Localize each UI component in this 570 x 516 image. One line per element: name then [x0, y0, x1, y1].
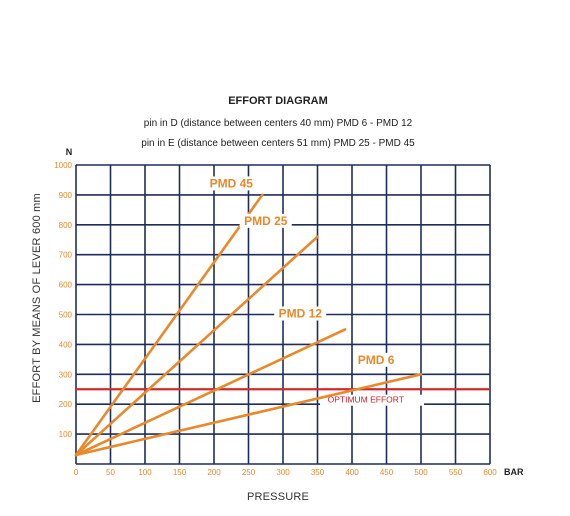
series-label-bg — [354, 352, 399, 367]
x-tick-label: 500 — [414, 468, 428, 477]
optimum-effort-label: OPTIMUM EFFORT — [328, 395, 404, 405]
y-tick-label: 500 — [59, 311, 73, 320]
series-line-pmd-6 — [74, 372, 423, 457]
x-tick-label: 150 — [173, 468, 187, 477]
series-label: PMD 25 — [244, 214, 288, 228]
x-tick-label: 300 — [276, 468, 290, 477]
y-tick-label: 100 — [59, 430, 73, 439]
series-lines — [74, 193, 423, 457]
x-tick-label: 50 — [106, 468, 115, 477]
series-label: PMD 12 — [279, 306, 323, 320]
y-tick-label: 900 — [59, 191, 73, 200]
reference-line-group: OPTIMUM EFFORT — [76, 388, 490, 406]
x-tick-label: 400 — [345, 468, 359, 477]
series-label-bg — [205, 176, 258, 191]
x-tick-label: 450 — [380, 468, 394, 477]
series-label-bg — [239, 213, 292, 228]
series-label: PMD 45 — [210, 176, 254, 190]
series-line-pmd-25 — [74, 235, 319, 457]
optimum-effort-label-bg — [320, 394, 424, 406]
x-tick-label: 600 — [483, 468, 497, 477]
y-tick-label: 200 — [59, 400, 73, 409]
y-tick-label: 700 — [59, 251, 73, 260]
series-labels: PMD 45 PMD 25 PMD 12 PMD 6 — [205, 176, 399, 367]
y-tick-label: 600 — [59, 281, 73, 290]
x-tick-label: 250 — [242, 468, 256, 477]
series-line-pmd-12 — [74, 328, 347, 457]
series-line-pmd-45 — [74, 193, 264, 457]
series-label: PMD 6 — [358, 353, 395, 367]
y-tick-label: 300 — [59, 370, 73, 379]
x-tick-label: 350 — [311, 468, 325, 477]
y-axis-label: EFFORT BY MEANS OF LEVER 600 mm — [31, 193, 43, 403]
x-axis-label: PRESSURE — [247, 491, 309, 503]
chart-title: EFFORT DIAGRAM — [228, 95, 328, 107]
series-label-bg — [274, 306, 327, 321]
y-tick-label: 1000 — [54, 161, 72, 170]
x-tick-label: 100 — [138, 468, 152, 477]
y-unit-label: N — [66, 147, 73, 157]
y-tick-label: 800 — [59, 221, 73, 230]
x-tick-label: 200 — [207, 468, 221, 477]
axis-ticks: 0 50 100 150 200 250 300 350 400 450 500 550 600 1000… — [54, 161, 497, 477]
x-unit-label: BAR — [504, 467, 524, 477]
x-tick-label: 0 — [74, 468, 79, 477]
chart-subtitle-2: pin in E (distance between centers 51 mm… — [141, 138, 415, 149]
y-tick-label: 400 — [59, 340, 73, 349]
x-tick-label: 550 — [449, 468, 463, 477]
chart-subtitle-1: pin in D (distance between centers 40 mm… — [144, 118, 413, 129]
